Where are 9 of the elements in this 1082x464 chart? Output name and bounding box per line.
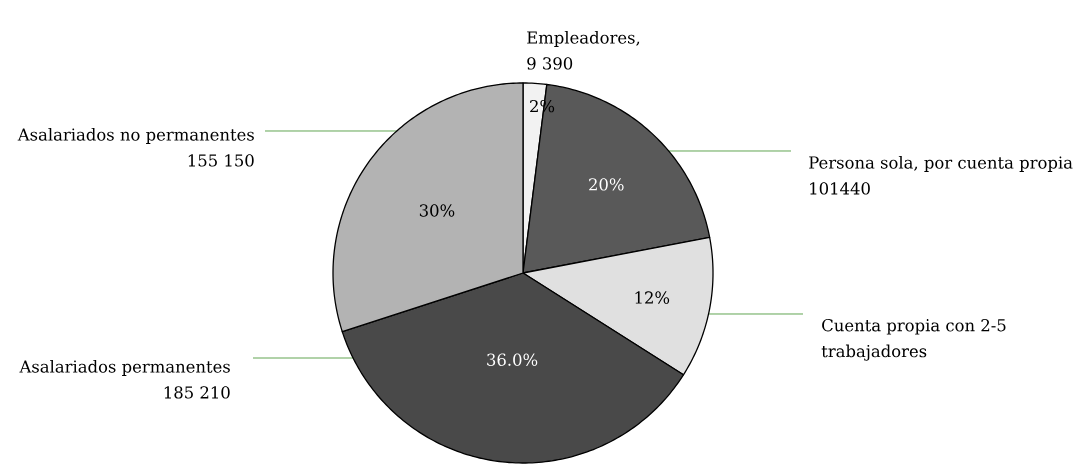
data-label: 20% xyxy=(589,178,624,191)
slice-label: Empleadores, 9 390 xyxy=(527,31,640,70)
data-label: 12% xyxy=(635,291,670,304)
slice-label: Asalariados no permanentes 155 150 xyxy=(17,128,254,167)
slice-label: Asalariados permanentes 185 210 xyxy=(19,360,230,399)
slice-label: Cuenta propia con 2-5 trabajadores xyxy=(821,318,1006,361)
slice-label: Persona sola, por cuenta propia 101440 xyxy=(809,156,1073,195)
data-label: 30% xyxy=(419,204,455,217)
data-label: 36.0% xyxy=(487,353,538,366)
